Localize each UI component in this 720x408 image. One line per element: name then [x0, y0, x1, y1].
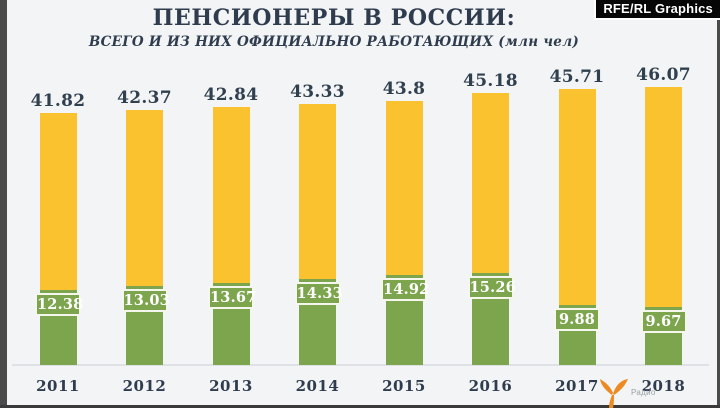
right-frame-edge	[717, 0, 720, 408]
total-value-label: 43.8	[382, 79, 426, 99]
chart-subtitle: ВСЕГО И ИЗ НИХ ОФИЦИАЛЬНО РАБОТАЮЩИХ (мл…	[88, 34, 580, 50]
x-axis-label: 2014	[295, 377, 340, 395]
working-value-label: 9.88	[554, 308, 600, 331]
total-value-label: 43.33	[290, 82, 345, 102]
chart-header: ПЕНСИОНЕРЫ В РОССИИ: ВСЕГО И ИЗ НИХ ОФИЦ…	[0, 5, 668, 50]
working-value-label: 13.67	[208, 286, 256, 309]
rferl-graphics-badge: RFE/RL Graphics	[594, 0, 720, 20]
working-value-label: 14.33	[294, 282, 343, 305]
working-value-label: 15.26	[467, 276, 516, 299]
total-value-label: 45.71	[549, 67, 605, 87]
bird-icon	[597, 375, 629, 408]
total-value-label: 45.18	[463, 71, 518, 91]
x-axis-line	[12, 364, 709, 366]
radio-svoboda-logo: Радио	[597, 375, 656, 408]
chart-title: ПЕНСИОНЕРЫ В РОССИИ:	[152, 5, 516, 31]
total-value-label: 42.37	[117, 88, 172, 108]
working-value-label: 14.92	[381, 278, 429, 301]
x-axis-label: 2017	[555, 377, 599, 395]
working-value-label: 13.03	[121, 289, 170, 312]
total-value-label: 46.07	[636, 65, 691, 85]
x-axis-label: 2011	[36, 377, 80, 395]
x-axis-label: 2016	[468, 377, 513, 395]
total-value-label: 41.82	[30, 91, 86, 111]
x-axis-label: 2018	[641, 377, 686, 395]
left-frame-edge	[0, 0, 7, 408]
working-value-label: 9.67	[640, 310, 687, 333]
x-axis-label: 2013	[209, 377, 253, 395]
x-axis-label: 2012	[122, 377, 167, 395]
total-value-label: 42.84	[203, 85, 259, 105]
logo-text: Радио	[631, 388, 656, 397]
bottom-frame-edge	[0, 405, 720, 408]
working-value-label: 12.38	[35, 293, 83, 316]
x-axis-label: 2015	[382, 377, 426, 395]
